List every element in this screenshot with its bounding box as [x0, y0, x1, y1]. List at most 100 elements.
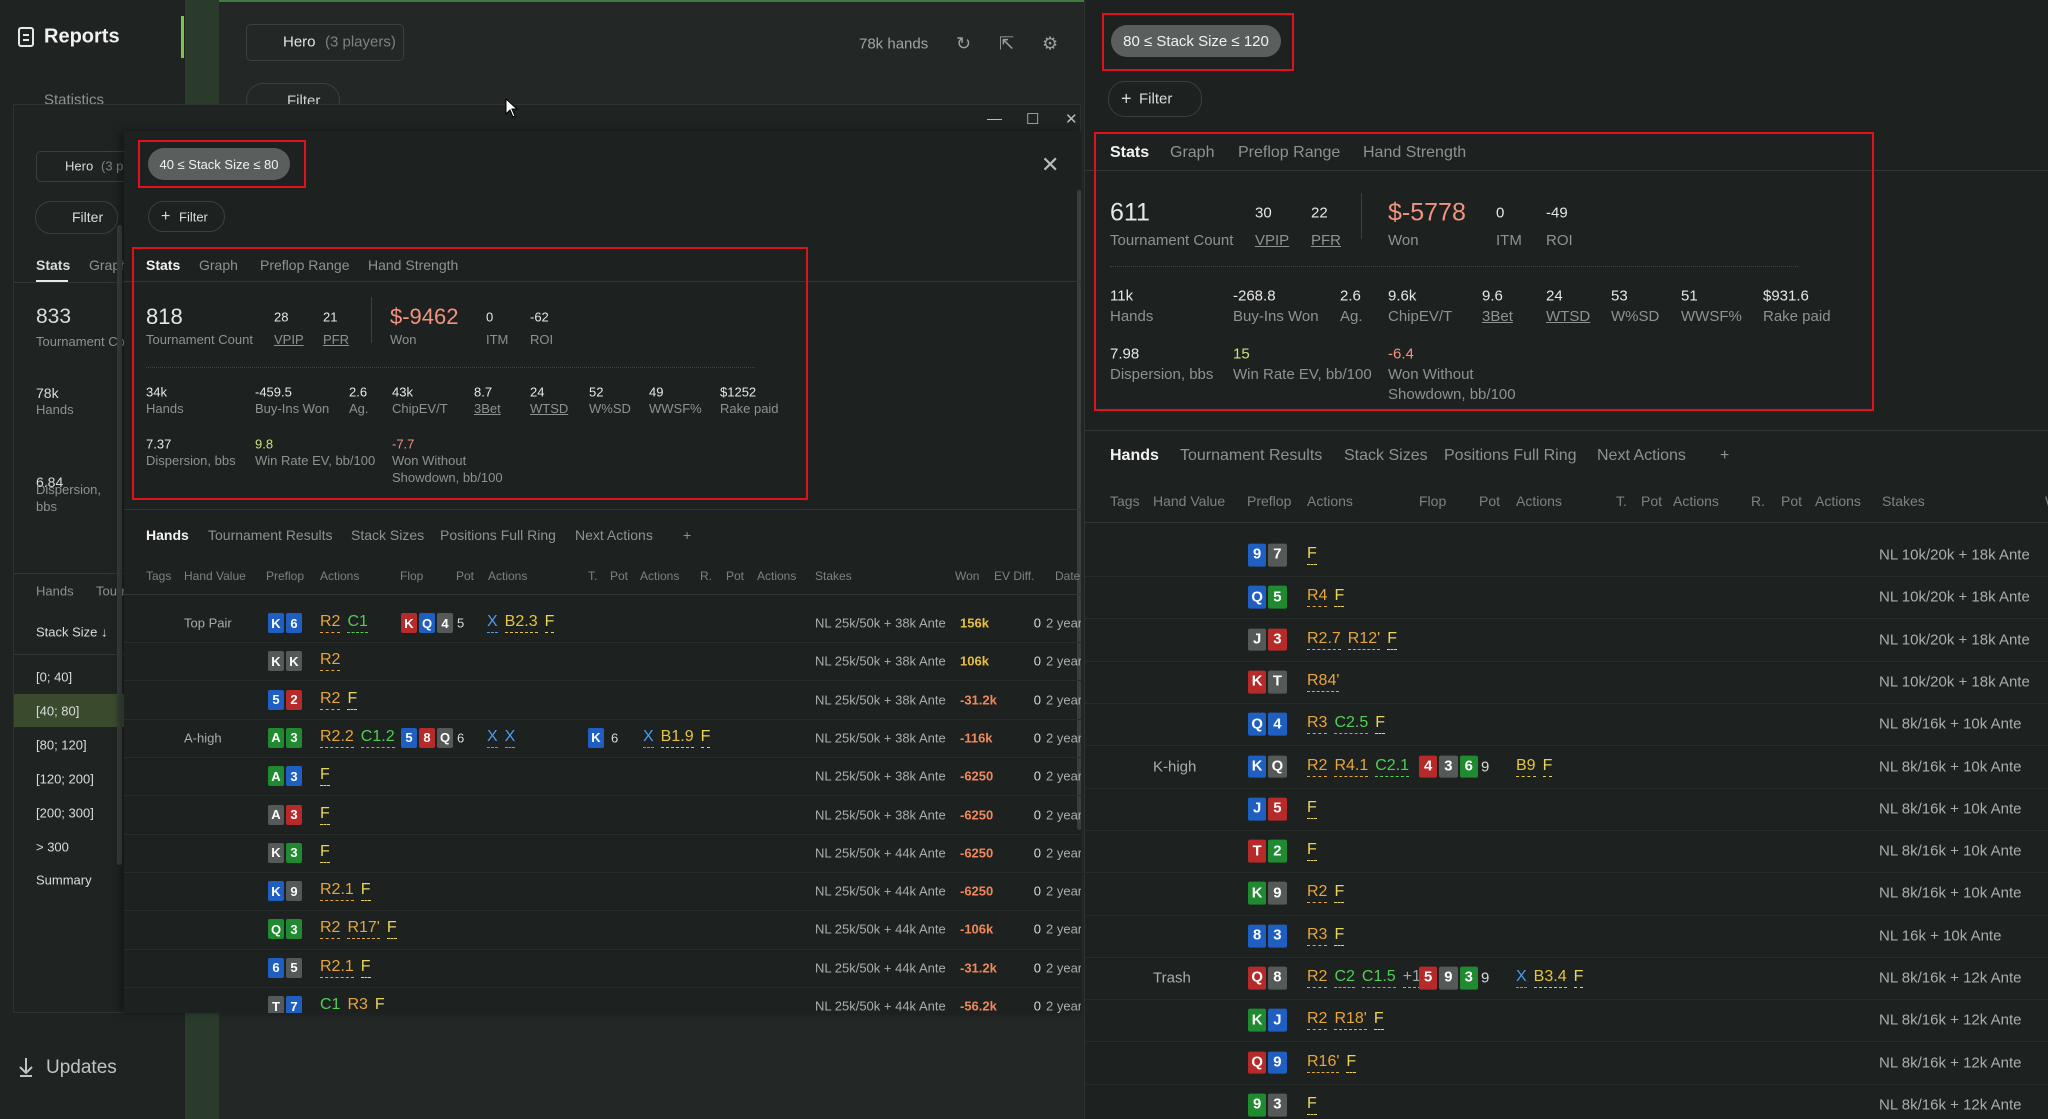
filter-chip[interactable]: 80 ≤ Stack Size ≤ 120 [1111, 25, 1281, 57]
range-item[interactable]: [200; 300] [36, 805, 94, 821]
column-header[interactable]: Actions [488, 569, 528, 583]
stats-tab[interactable]: Stats [1110, 144, 1150, 161]
stat-label: W%SD [1611, 308, 1660, 325]
stat-label: Dispersion, bbs [146, 453, 236, 468]
range-item[interactable]: [120; 200] [36, 771, 94, 787]
toolbar-icon[interactable]: ↻ [956, 33, 972, 54]
column-header[interactable]: Pot [1479, 493, 1501, 509]
action: R2.1 [320, 881, 354, 902]
column-header[interactable]: Won [955, 569, 980, 583]
stat-label[interactable]: VPIP [274, 332, 304, 347]
list-tab[interactable]: Next Actions [1597, 447, 1686, 464]
nav-footer[interactable]: Updates [46, 1057, 117, 1078]
list-tab[interactable]: Tournament Results [208, 527, 333, 543]
column-header[interactable]: Pot [1781, 493, 1803, 509]
stat-label[interactable]: WTSD [1546, 308, 1591, 325]
sort-header[interactable]: Stack Size ↓ [36, 624, 108, 640]
window-control[interactable]: — [987, 110, 1002, 128]
stats-tab[interactable]: Preflop Range [260, 257, 350, 273]
stat-label[interactable]: VPIP [1255, 232, 1290, 249]
column-header[interactable]: Actions [640, 569, 680, 583]
list-tab[interactable]: Positions Full Ring [440, 527, 556, 543]
range-item[interactable]: [80; 120] [36, 737, 87, 753]
stats-tab[interactable]: Hand Strength [368, 257, 459, 273]
row-divider [1085, 829, 2048, 831]
column-header[interactable]: Pot [1641, 493, 1663, 509]
stat-value: 53 [1611, 287, 1628, 305]
playing-card: 7 [286, 996, 302, 1013]
stat-label[interactable]: PFR [323, 332, 349, 347]
column-header[interactable]: Flop [1419, 493, 1447, 509]
list-tab[interactable]: Stack Sizes [351, 527, 425, 543]
column-header[interactable]: Pot [610, 569, 629, 583]
column-header[interactable]: Preflop [1247, 493, 1292, 509]
column-header[interactable]: EV Diff. [994, 569, 1035, 583]
player-chip: Hero (3 players) [246, 24, 404, 61]
column-header[interactable]: Actions [757, 569, 797, 583]
list-tab[interactable]: + [683, 527, 692, 543]
range-item[interactable]: [0; 40] [36, 669, 73, 685]
won: 156k [960, 615, 989, 631]
playing-card: K [1248, 881, 1267, 905]
column-header[interactable]: Stakes [1882, 493, 1925, 509]
column-header[interactable]: Actions [1673, 493, 1719, 509]
column-header[interactable]: Stakes [815, 569, 852, 583]
action: X [1516, 968, 1527, 988]
list-tab[interactable]: Hands [36, 583, 74, 599]
stat-label[interactable]: PFR [1311, 232, 1341, 249]
column-header[interactable]: Pot [726, 569, 745, 583]
column-header[interactable]: Won [2045, 493, 2048, 509]
stats-tab[interactable]: Graph [1170, 144, 1215, 161]
close-button[interactable]: ✕ [1041, 152, 1060, 177]
stats-tab[interactable]: Graph [89, 257, 128, 273]
stat-label[interactable]: WTSD [530, 401, 569, 416]
column-header[interactable]: Actions [1307, 493, 1353, 509]
column-header[interactable]: Actions [1516, 493, 1562, 509]
column-header[interactable]: Preflop [266, 569, 305, 583]
stats-tab[interactable]: Graph [199, 257, 238, 273]
toolbar-icon[interactable]: ⚙ [1042, 33, 1059, 54]
stats-tab[interactable]: Preflop Range [1238, 144, 1341, 161]
column-header[interactable]: Hand Value [1153, 493, 1226, 509]
list-tab[interactable]: Stack Sizes [1344, 447, 1428, 464]
list-tab[interactable]: Hands [1110, 447, 1159, 464]
column-header[interactable]: T. [588, 569, 598, 583]
column-header[interactable]: Hand Value [184, 569, 246, 583]
highlight-box [1102, 13, 1294, 71]
stats-tab[interactable]: Hand Strength [1363, 144, 1467, 161]
list-tab[interactable]: Positions Full Ring [1444, 447, 1577, 464]
list-tab[interactable]: + [1720, 447, 1730, 464]
list-tab[interactable]: Tournament Results [1180, 447, 1323, 464]
playing-card: 3 [286, 919, 302, 940]
column-header[interactable]: Actions [320, 569, 360, 583]
stat-label: Won [1388, 232, 1419, 249]
column-header[interactable]: Date [1055, 569, 1081, 583]
column-header[interactable]: Actions [1815, 493, 1861, 509]
section-divider [1085, 430, 2048, 431]
column-header[interactable]: T. [1616, 493, 1627, 509]
stat-label[interactable]: 3Bet [474, 401, 501, 416]
range-item[interactable]: [40; 80] [36, 703, 80, 719]
stats-tab[interactable]: Stats [146, 257, 181, 273]
list-tab[interactable]: Hands [146, 527, 189, 543]
column-header[interactable]: Flop [400, 569, 424, 583]
column-header[interactable]: Pot [456, 569, 475, 583]
toolbar-icon[interactable]: ⇱ [999, 33, 1015, 54]
highlight-box [138, 140, 306, 188]
stats-tab[interactable]: Stats [36, 257, 71, 273]
summary-item[interactable]: Summary [36, 872, 92, 888]
list-tab[interactable]: Next Actions [575, 527, 653, 543]
column-header[interactable]: Tags [146, 569, 172, 583]
action: C2.5 [1334, 714, 1369, 735]
stat-label[interactable]: 3Bet [1482, 308, 1513, 325]
ev-diff: 0 [1033, 883, 1041, 899]
playing-card: 5 [1268, 797, 1287, 821]
window-control[interactable]: ✕ [1065, 111, 1078, 128]
column-header[interactable]: R. [1751, 493, 1765, 509]
range-item[interactable]: > 300 [36, 839, 69, 855]
column-header[interactable]: Tags [1110, 493, 1140, 509]
column-header[interactable]: R. [700, 569, 712, 583]
window-control[interactable]: ☐ [1026, 111, 1040, 128]
filter-chip[interactable]: 40 ≤ Stack Size ≤ 80 [148, 148, 290, 180]
